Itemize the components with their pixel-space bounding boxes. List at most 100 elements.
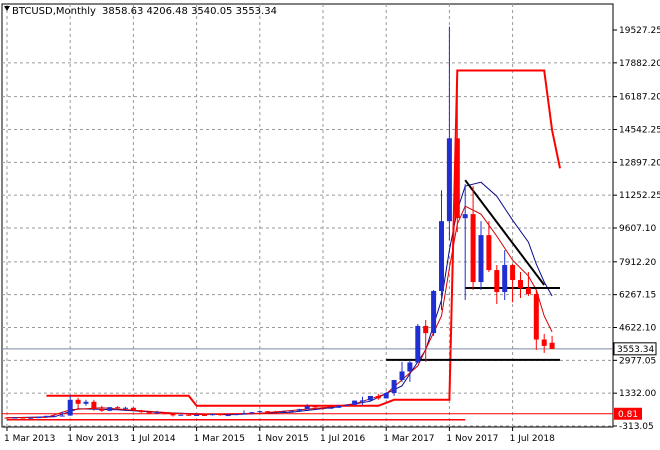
candle-body — [454, 138, 460, 219]
candle-body — [194, 414, 200, 416]
candle-body — [186, 414, 192, 416]
candle-body — [4, 417, 10, 419]
candle-body — [99, 408, 105, 411]
trendline — [464, 179, 545, 286]
candle-body — [510, 265, 516, 281]
candle-body — [502, 265, 508, 293]
x-tick-label: 1 Nov 2013 — [67, 434, 119, 444]
candle-body — [494, 270, 500, 293]
price-axis: 19527.25 17882.20 16187.20 14542.25 12897.20… — [613, 26, 660, 432]
candle-body — [533, 294, 539, 340]
y-tick-label: 7912.20 — [619, 258, 656, 268]
symbol-dropdown-icon[interactable] — [4, 6, 10, 11]
y-tick-label: 4622.10 — [619, 323, 656, 333]
x-tick-label: 1 Jul 2016 — [320, 434, 365, 444]
candle-body — [431, 291, 437, 334]
candle-body — [541, 339, 547, 346]
candle-body — [478, 235, 484, 283]
candle-body — [162, 412, 168, 414]
candle-body — [107, 407, 113, 411]
candle-body — [304, 406, 310, 410]
candle-body — [178, 414, 184, 416]
candle-body — [375, 396, 381, 399]
candle-body — [51, 415, 57, 417]
candle-body — [415, 325, 421, 363]
symbol-timeframe-label: BTCUSD,Monthly — [12, 6, 96, 17]
x-tick-label: 1 Mar 2017 — [383, 434, 434, 444]
candle-body — [249, 412, 255, 414]
candle-body — [549, 342, 555, 349]
chart-header: BTCUSD,Monthly 3858.63 4206.48 3540.05 3… — [4, 6, 277, 17]
y-tick-label: 19527.25 — [619, 26, 660, 36]
candle-body — [115, 407, 121, 409]
candle-body — [328, 407, 334, 409]
candle-body — [233, 414, 239, 416]
y-tick-label: 9607.10 — [619, 224, 656, 234]
candle-body — [67, 399, 73, 416]
candle-body — [407, 362, 413, 372]
candle-body — [91, 401, 97, 409]
candle-body — [273, 411, 279, 413]
candle-body — [217, 414, 223, 416]
candle-body — [59, 415, 65, 417]
candle-body — [225, 415, 231, 417]
candle-body — [525, 288, 531, 295]
candle-body — [470, 214, 476, 283]
y-tick-label: 17882.20 — [619, 59, 660, 69]
candle-body — [352, 400, 358, 405]
candle-body — [202, 414, 207, 416]
plot-frame — [1, 3, 614, 428]
candle-body — [391, 380, 397, 394]
candle-body — [123, 407, 128, 409]
candle-body — [296, 409, 302, 411]
candle-body — [344, 404, 350, 406]
red-marker-label: 0.81 — [618, 410, 638, 420]
candles — [4, 26, 555, 419]
candle-body — [486, 235, 492, 271]
candle-body — [138, 410, 144, 413]
candle-body — [446, 138, 452, 222]
candle-body — [28, 417, 34, 419]
candle-body — [336, 405, 342, 408]
envelope-line — [46, 69, 561, 407]
candle-body — [130, 407, 136, 411]
current-price-label: 3553.34 — [617, 345, 654, 355]
x-tick-label: 1 Nov 2015 — [257, 434, 309, 444]
candle-body — [360, 400, 365, 402]
candle-body — [75, 399, 81, 404]
time-axis: 1 Mar 2013 1 Nov 2013 1 Jul 2014 1 Mar 2015… — [4, 427, 555, 444]
candle-body — [257, 411, 263, 413]
candle-body — [170, 413, 176, 416]
candle-body — [241, 413, 247, 415]
candle-body — [36, 417, 42, 419]
current-price-label-box — [613, 342, 657, 356]
y-tick-label: 6267.15 — [619, 291, 656, 301]
x-tick-label: 1 Jul 2014 — [130, 434, 175, 444]
candle-body — [154, 412, 160, 414]
candle-body — [439, 221, 444, 292]
candle-body — [312, 406, 318, 408]
candle-body — [518, 280, 523, 289]
candle-body — [367, 396, 373, 401]
candle-body — [265, 411, 271, 413]
candle-body — [320, 407, 326, 409]
y-tick-label: 2977.05 — [619, 356, 656, 366]
candle-body — [12, 417, 18, 419]
red-marker-label-box — [614, 407, 642, 420]
x-tick-label: 1 Mar 2013 — [4, 434, 55, 444]
candle-body — [209, 414, 215, 416]
ohlc-values-label: 3858.63 4206.48 3540.05 3553.34 — [102, 6, 277, 17]
candle-body — [20, 417, 26, 419]
candle-body — [423, 325, 429, 334]
candle-body — [383, 393, 389, 399]
candle-body — [462, 214, 468, 219]
x-tick-label: 1 Nov 2017 — [446, 434, 498, 444]
y-tick-label: -313.05 — [619, 422, 654, 432]
candle-body — [44, 415, 49, 418]
x-tick-label: 1 Jul 2018 — [510, 434, 555, 444]
y-tick-label: 12897.20 — [619, 158, 660, 168]
candle-body — [146, 412, 152, 414]
